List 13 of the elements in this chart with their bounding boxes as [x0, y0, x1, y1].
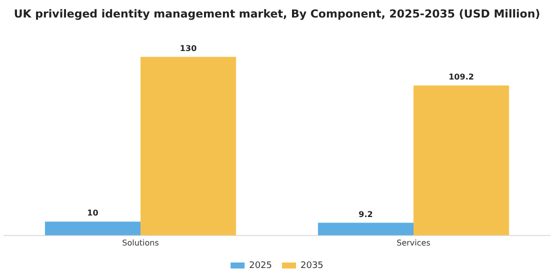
data-label: 130	[180, 44, 198, 54]
x-tick-label: Services	[396, 238, 430, 248]
data-label: 109.2	[448, 72, 474, 82]
legend-label: 2035	[300, 260, 324, 271]
x-tick-label: Solutions	[122, 238, 159, 248]
data-label: 10	[87, 208, 99, 218]
bar	[414, 85, 510, 236]
bar	[140, 56, 236, 236]
legend-label: 2025	[249, 260, 272, 271]
chart-title: UK privileged identity management market, By Component, 2025-2035 (USD Million)	[14, 7, 540, 20]
bar	[44, 222, 140, 236]
bar	[318, 222, 414, 236]
data-label: 9.2	[358, 210, 373, 219]
